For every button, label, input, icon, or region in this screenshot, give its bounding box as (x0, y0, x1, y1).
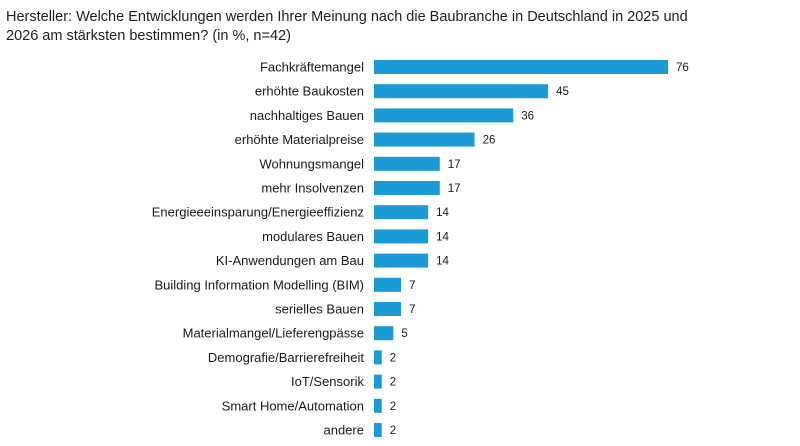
value-label: 2 (390, 377, 396, 389)
value-label: 17 (448, 183, 461, 195)
category-label: erhöhte Baukosten (255, 84, 364, 99)
bar (374, 326, 394, 341)
bar (374, 253, 429, 268)
category-label: Demografie/Barrierefreiheit (208, 350, 364, 365)
category-label: Materialmangel/Lieferengpässe (183, 326, 364, 341)
value-label: 5 (401, 328, 407, 340)
category-label: serielles Bauen (275, 302, 364, 317)
bar (374, 108, 514, 123)
category-label: Building Information Modelling (BIM) (154, 277, 364, 292)
bar (374, 229, 429, 244)
bar (374, 277, 402, 292)
category-label: Wohnungsmangel (259, 156, 364, 171)
value-label: 2 (390, 352, 396, 364)
bar (374, 132, 475, 147)
category-label: modulares Bauen (262, 229, 364, 244)
category-label: mehr Insolvenzen (261, 181, 364, 196)
value-label: 45 (556, 86, 569, 98)
value-label: 36 (521, 110, 534, 122)
value-label: 14 (436, 231, 449, 243)
value-label: 2 (390, 401, 396, 413)
category-label: andere (324, 423, 364, 438)
bars-group: Fachkräftemangel 76 erhöhte Baukosten 45 nac… (152, 60, 689, 438)
bar (374, 156, 440, 171)
category-label: KI-Anwendungen am Bau (216, 253, 364, 268)
bar (374, 181, 440, 195)
category-label: erhöhte Materialpreise (235, 132, 364, 147)
bar (374, 398, 382, 413)
value-label: 76 (676, 62, 689, 74)
category-label: IoT/Sensorik (291, 374, 364, 389)
bar (374, 84, 549, 99)
value-label: 2 (390, 425, 396, 437)
category-label: Energieeeinsparung/Energieeffizienz (152, 205, 364, 220)
value-label: 7 (409, 304, 415, 316)
value-label: 7 (409, 280, 415, 292)
value-label: 14 (436, 207, 449, 219)
bar (374, 60, 668, 74)
bar (374, 350, 382, 365)
category-label: Fachkräftemangel (260, 60, 364, 75)
value-label: 26 (483, 135, 496, 147)
bar (374, 302, 402, 316)
chart-title: Hersteller: Welche Entwicklungen werden … (6, 9, 688, 44)
category-label: Smart Home/Automation (222, 398, 364, 413)
bar (374, 205, 429, 220)
category-label: nachhaltiges Bauen (250, 108, 364, 123)
value-label: 14 (436, 256, 449, 268)
bar (374, 374, 382, 389)
bar (374, 423, 382, 437)
value-label: 17 (448, 159, 461, 171)
